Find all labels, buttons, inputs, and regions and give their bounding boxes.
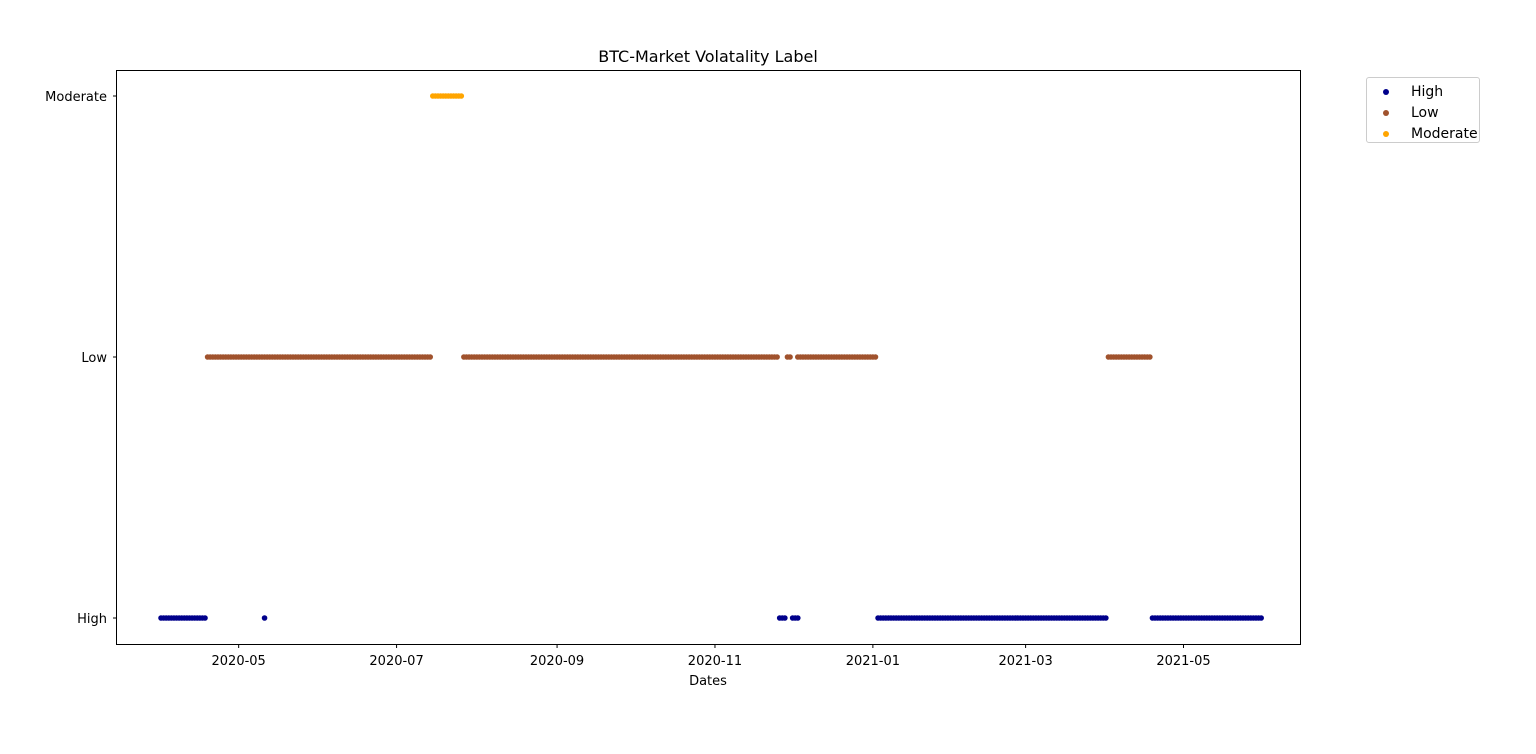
- x-tick-label-2020-09: 2020-09: [530, 654, 584, 669]
- legend-label-moderate: Moderate: [1411, 125, 1478, 142]
- series-low: [204, 354, 1153, 360]
- legend-label-low: Low: [1411, 104, 1439, 121]
- data-point-high: [782, 615, 788, 621]
- x-axis-label: Dates: [689, 674, 727, 689]
- x-tick-label-2020-05: 2020-05: [212, 654, 266, 669]
- chart-legend: High Low Moderate: [1366, 77, 1480, 143]
- x-tick-label-2020-07: 2020-07: [369, 654, 423, 669]
- x-tick-label-2021-01: 2021-01: [846, 654, 900, 669]
- data-point-low: [774, 354, 780, 360]
- plot-area-frame: [116, 70, 1301, 645]
- legend-marker-high: [1383, 88, 1389, 95]
- data-point-low: [1147, 354, 1153, 360]
- legend-item-moderate: Moderate: [1367, 123, 1479, 144]
- legend-label-high: High: [1411, 83, 1444, 100]
- data-point-high: [795, 615, 801, 621]
- chart-title: BTC-Market Volatality Label: [598, 47, 818, 66]
- series-moderate: [430, 93, 465, 99]
- data-point-high: [1258, 615, 1264, 621]
- y-tick-label-high: High: [77, 612, 107, 627]
- legend-marker-moderate: [1383, 130, 1389, 137]
- data-point-low: [787, 354, 793, 360]
- data-point-high: [261, 615, 268, 621]
- series-high: [158, 615, 1264, 621]
- x-tick-label-2021-03: 2021-03: [998, 654, 1052, 669]
- legend-item-high: High: [1367, 81, 1479, 102]
- x-tick-label-2020-11: 2020-11: [688, 654, 742, 669]
- y-tick-label-moderate: Moderate: [45, 90, 107, 105]
- x-tick-label-2021-05: 2021-05: [1156, 654, 1210, 669]
- y-tick-label-low: Low: [81, 351, 107, 366]
- data-point-low: [427, 354, 434, 360]
- legend-item-low: Low: [1367, 102, 1479, 123]
- data-point-moderate: [458, 93, 465, 99]
- legend-marker-low: [1383, 109, 1389, 116]
- data-point-high: [202, 615, 208, 621]
- data-point-high: [1103, 615, 1109, 621]
- data-point-low: [872, 354, 879, 360]
